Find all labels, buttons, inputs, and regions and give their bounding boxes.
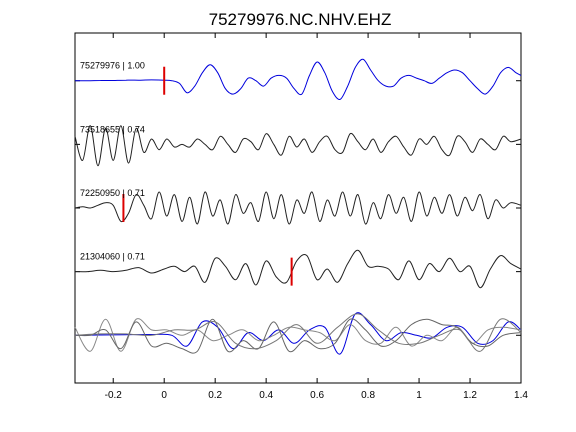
trace-label: 75279976 | 1.00 [80,61,145,71]
x-tick-label: 0.6 [310,390,324,401]
overlay-trace-line [74,312,522,355]
x-tick-label: 1.4 [514,390,528,401]
x-tick-label: 0.2 [208,390,222,401]
trace-label: 72250950 | 0.71 [80,188,145,198]
x-tick-label: 0.4 [259,390,273,401]
chart-title: 75279976.NC.NHV.EHZ [209,10,392,29]
x-axis: -0.2 0 0.2 0.4 0.6 0.8 1 1.2 1.4 [105,33,528,401]
x-tick-label: -0.2 [105,390,123,401]
trace-line [74,249,522,289]
x-tick-label: 1.2 [463,390,477,401]
x-tick-label: 0 [161,390,167,401]
trace-labels: 75279976 | 1.00 73518655 | 0.74 72250950 |… [80,61,145,262]
trace-line [74,125,522,167]
x-tick-label: 0.8 [361,390,375,401]
overlay-trace-line [74,313,522,352]
trace-line [74,191,522,225]
trace-label: 73518655 | 0.74 [80,124,145,134]
overlay-trace-line [74,318,522,354]
overlay-trace-line [74,318,522,352]
x-tick-label: 1 [416,390,422,401]
trace-line [74,58,522,100]
trace-label: 21304060 | 0.71 [80,252,145,262]
trace-group [74,58,522,355]
pick-markers [122,66,293,286]
